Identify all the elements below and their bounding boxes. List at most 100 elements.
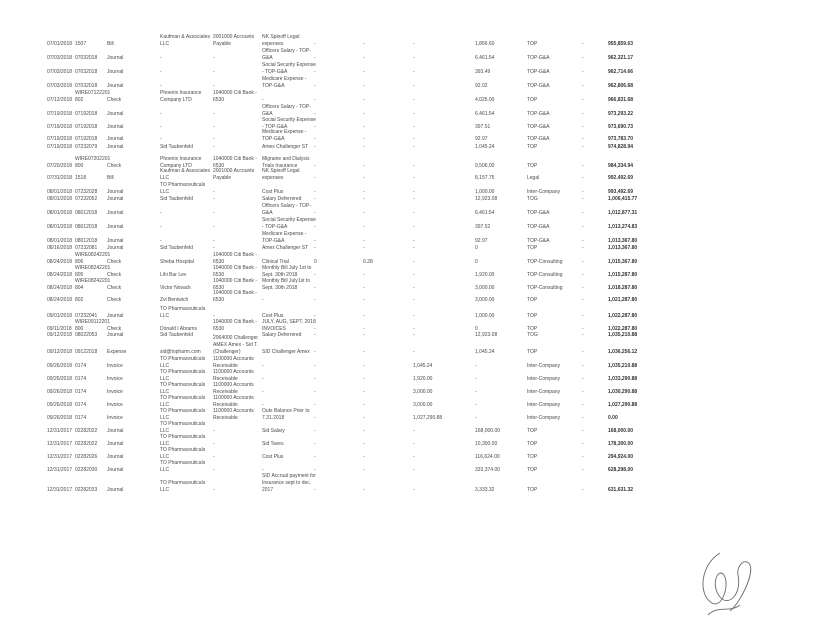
row-debit: 9,506.00: [475, 163, 495, 169]
row-date: 08/16/2018: [47, 245, 73, 251]
row-credit: 3,000.00: [413, 402, 433, 408]
row-account: 1040000 Citi Bank - 6530: [213, 90, 257, 103]
row-balance: 1,035,210.88: [608, 363, 638, 369]
row-col-a: -: [363, 272, 365, 278]
row-date: 08/01/2018: [47, 224, 73, 230]
row-col-a: -: [363, 55, 365, 61]
row-credit: -: [413, 97, 415, 103]
row-col-a: -: [363, 376, 365, 382]
row-class: TOP-G&A: [527, 69, 550, 75]
row-class: TOP-G&A: [527, 238, 550, 244]
row-balance: 1,022,287.80: [608, 313, 638, 319]
row-credit: -: [413, 487, 415, 493]
row-balance: 1,015,367.80: [608, 259, 638, 265]
row-account: -: [213, 196, 215, 202]
row-class: TOP-Consulting: [527, 259, 563, 265]
row-number: WIRE07122201 802: [75, 90, 111, 103]
row-credit: -: [413, 175, 415, 181]
table-row: 07/19/2018 07232079 Journal Sid Taubenfeld -…: [0, 144, 820, 151]
row-debit: 1,920.00: [475, 272, 495, 278]
row-name: Phoenix Insurance Company LTD: [160, 156, 202, 169]
row-account: 1040000 Citi Bank - 6530: [213, 265, 257, 278]
table-row: 09/12/2018 09122018 Expense sid@topharm.com…: [0, 335, 820, 356]
row-memo: Salary Deferrered: [262, 332, 302, 338]
row-number: 09122018: [75, 349, 98, 355]
row-debit: 3,000.00: [475, 285, 495, 291]
row-debit: -: [475, 402, 477, 408]
row-memo: Social Security Expense - TOP-G&A: [262, 62, 316, 75]
row-number: 02282030: [75, 467, 98, 473]
row-split: -: [314, 224, 316, 230]
row-name: TO Pharmaceuticals LLC: [160, 356, 206, 369]
row-memo: Migraine and Dialysis Trials Insurance: [262, 156, 310, 169]
row-type: Journal: [107, 136, 124, 142]
row-class: Inter-Company: [527, 189, 561, 195]
row-account: -: [213, 245, 215, 251]
row-number: 07232028: [75, 189, 98, 195]
row-credit: -: [413, 210, 415, 216]
row-credit: -: [413, 111, 415, 117]
row-name: Sid Taubenfeld: [160, 144, 193, 150]
row-balance: 1,022,287.80: [608, 326, 638, 332]
row-account: 1040000 Citi Bank - 6530: [213, 252, 257, 265]
row-col-a: -: [363, 402, 365, 408]
row-split: -: [314, 238, 316, 244]
row-memo: NK Spinoff Legal expenses: [262, 168, 300, 181]
row-type: Invoice: [107, 376, 123, 382]
row-col-a: -: [363, 467, 365, 473]
row-debit: 0: [475, 326, 478, 332]
row-balance: 168,000.00: [608, 428, 634, 434]
row-credit: -: [413, 297, 415, 303]
row-split: -: [314, 332, 316, 338]
row-col-a: -: [363, 238, 365, 244]
row-split: -: [314, 189, 316, 195]
row-col-a: -: [363, 83, 365, 89]
row-account: 1100000 Accounts Receivable: [213, 356, 254, 369]
row-account: -: [213, 487, 215, 493]
row-col-d: -: [582, 487, 584, 493]
row-credit: -: [413, 332, 415, 338]
row-type: Check: [107, 259, 122, 265]
row-memo: -: [262, 402, 264, 408]
row-balance: 1,033,290.88: [608, 376, 638, 382]
row-account: -: [213, 55, 215, 61]
row-class: TOP: [527, 428, 538, 434]
row-balance: 1,012,877.31: [608, 210, 638, 216]
row-memo: Monthly Bill July 1st to Sept. 30th 2018: [262, 265, 312, 278]
row-col-d: -: [582, 285, 584, 291]
row-account: -: [213, 210, 215, 216]
row-memo: Amex Challenger ST: [262, 144, 309, 150]
row-account: 2001000 Accounts Payable: [213, 168, 255, 181]
row-class: TOP: [527, 245, 538, 251]
row-split: -: [314, 389, 316, 395]
row-account: 2064000 Challenger AMEX Amex - Sid T. (C…: [213, 335, 259, 355]
row-date: 09/12/2018: [47, 332, 73, 338]
row-date: 08/24/2018: [47, 285, 73, 291]
row-date: 08/01/2018: [47, 189, 73, 195]
row-col-d: -: [582, 124, 584, 130]
row-class: TOP-G&A: [527, 210, 550, 216]
row-class: TOG: [527, 332, 538, 338]
row-debit: 3,333.32: [475, 487, 495, 493]
row-col-d: -: [582, 332, 584, 338]
row-split: -: [314, 124, 316, 130]
row-split: -: [314, 402, 316, 408]
row-account: 1040000 Citi Bank - 6530: [213, 156, 257, 169]
row-name: -: [160, 238, 162, 244]
row-col-d: -: [582, 402, 584, 408]
row-balance: 1,036,256.12: [608, 349, 638, 355]
row-date: 12/31/2017: [47, 428, 73, 434]
row-col-a: -: [363, 326, 365, 332]
row-name: Donald I Abrams: [160, 326, 197, 332]
row-credit: -: [413, 326, 415, 332]
row-memo: Medicare Expense - TOP-G&A: [262, 231, 307, 244]
row-col-d: -: [582, 189, 584, 195]
row-col-d: -: [582, 97, 584, 103]
row-credit: -: [413, 136, 415, 142]
row-class: TOP: [527, 41, 538, 47]
table-row: 12/31/2017 02282022 Journal TO Pharmaceutic…: [0, 434, 820, 448]
row-debit: 1,866.60: [475, 41, 495, 47]
row-type: Check: [107, 97, 122, 103]
row-debit: -: [475, 415, 477, 421]
row-account: 1040000 Citi Bank - 6530: [213, 278, 257, 291]
